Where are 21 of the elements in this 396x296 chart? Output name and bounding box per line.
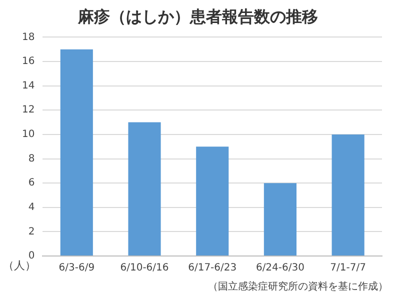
y-tick-label: 2 [28, 226, 35, 238]
x-tick-label: 7/1-7/7 [330, 262, 366, 274]
chart-title: 麻疹（はしか）患者報告数の推移 [77, 6, 318, 26]
y-tick-label: 4 [28, 202, 35, 213]
text: （国立感染症研究所の資料を基に作成） [208, 280, 388, 293]
x-tick-label: 6/17-6/23 [188, 262, 237, 274]
bar [264, 183, 297, 256]
bar [128, 122, 161, 256]
y-tick-label: 12 [22, 104, 35, 116]
bar [60, 49, 93, 256]
x-tick-label: 6/24-6/30 [256, 262, 304, 274]
y-tick-label: 8 [28, 153, 35, 164]
y-tick-label: 18 [22, 32, 35, 43]
y-tick-label: 10 [22, 129, 35, 140]
y-tick-label: 14 [22, 80, 35, 92]
bar [332, 134, 364, 256]
y-tick-label: 6 [28, 178, 35, 189]
bar [196, 146, 229, 256]
x-tick-label: 6/10-6/16 [120, 262, 169, 274]
y-tick-label: 16 [22, 56, 35, 68]
x-tick-label: 6/3-6/9 [58, 262, 95, 274]
